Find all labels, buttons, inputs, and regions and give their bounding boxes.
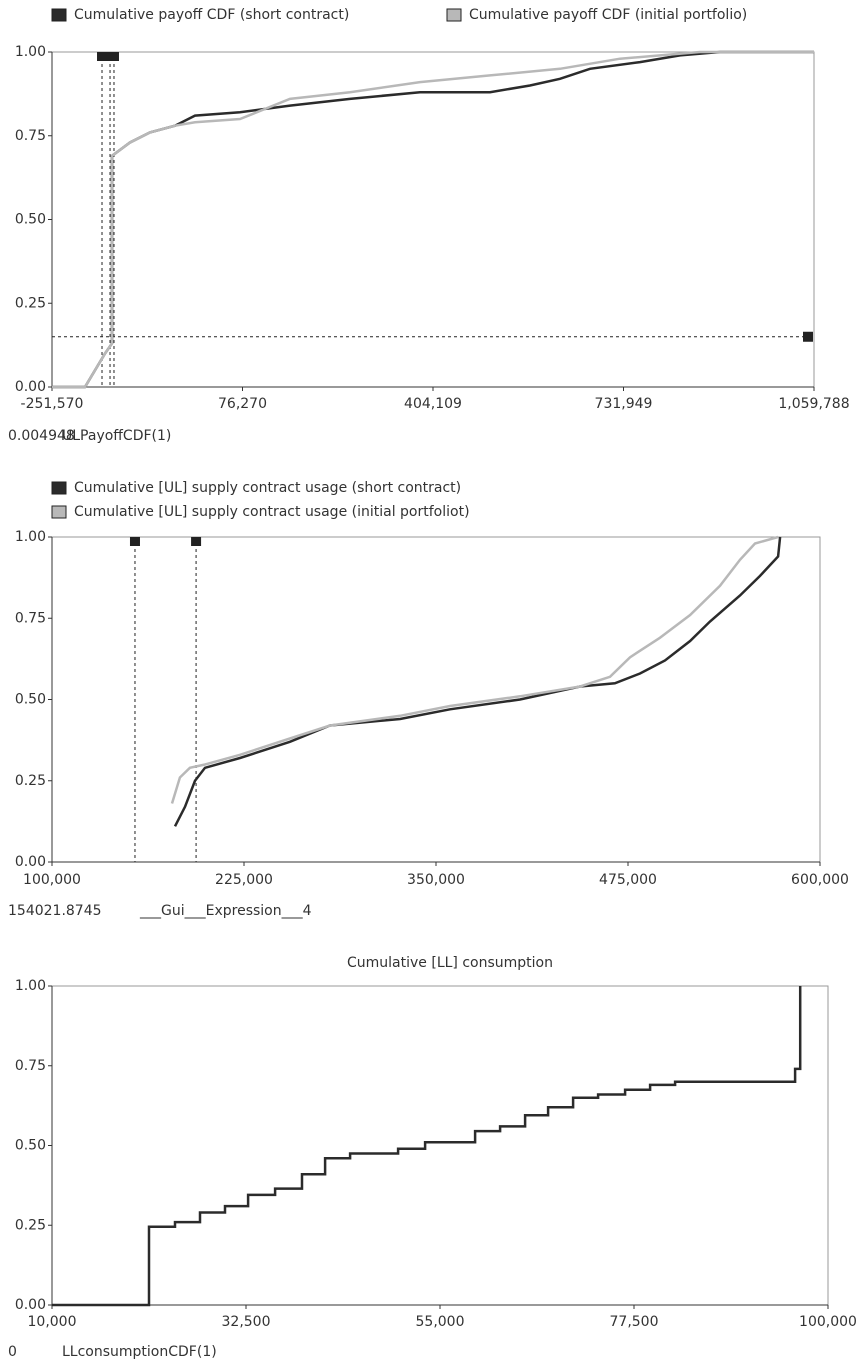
y-tick-label: 0.25 (15, 773, 46, 789)
x-tick-label: 1,059,788 (778, 396, 849, 412)
x-tick-label: 77,500 (610, 1314, 659, 1330)
readout-value: 0.004948 (8, 428, 75, 444)
legend-swatch (51, 8, 67, 22)
legend-swatch (51, 481, 67, 495)
cursor-marker (191, 537, 202, 546)
y-tick-label: 0.50 (15, 1138, 46, 1154)
chart-title: Cumulative [LL] consumption (347, 955, 553, 971)
y-tick-label: 0.75 (15, 128, 46, 144)
legend-swatch (446, 8, 462, 22)
plot-frame (51, 536, 821, 863)
cursor-marker (97, 52, 108, 61)
x-tick-label: 225,000 (215, 872, 273, 888)
y-tick-label: 0.50 (15, 692, 46, 708)
y-tick-label: 1.00 (15, 978, 46, 994)
x-tick-label: 731,949 (595, 396, 653, 412)
cursor-marker (129, 537, 140, 546)
cdf-line (173, 536, 782, 827)
legend-label: Cumulative [UL] supply contract usage (s… (74, 480, 461, 496)
legend-label: Cumulative [UL] supply contract usage (i… (74, 504, 470, 520)
x-tick-label: -251,570 (21, 396, 84, 412)
cdf-line (170, 535, 779, 804)
y-tick-label: 0.00 (15, 854, 46, 870)
y-tick-label: 1.00 (15, 529, 46, 545)
y-tick-label: 0.25 (15, 295, 46, 311)
expression-name: ULPayoffCDF(1) (62, 428, 171, 444)
expression-name: ___Gui___Expression___4 (139, 903, 312, 919)
x-tick-label: 475,000 (599, 872, 657, 888)
expression-name: LLconsumptionCDF(1) (62, 1344, 217, 1360)
readout-value: 0 (8, 1344, 17, 1360)
x-tick-label: 76,270 (218, 396, 267, 412)
legend-label: Cumulative payoff CDF (initial portfolio… (469, 7, 747, 23)
y-tick-label: 0.75 (15, 1058, 46, 1074)
cdf-line (52, 986, 802, 1307)
y-tick-label: 0.00 (15, 379, 46, 395)
readout-value: 154021.8745 (8, 903, 102, 919)
x-tick-label: 100,000 (23, 872, 81, 888)
legend-label: Cumulative payoff CDF (short contract) (74, 7, 349, 23)
x-tick-label: 404,109 (404, 396, 462, 412)
x-tick-label: 350,000 (407, 872, 465, 888)
y-tick-label: 1.00 (15, 44, 46, 60)
x-tick-label: 32,500 (222, 1314, 271, 1330)
cursor-marker (803, 331, 813, 342)
x-tick-label: 10,000 (28, 1314, 77, 1330)
y-tick-label: 0.50 (15, 212, 46, 228)
legend-swatch (51, 505, 67, 519)
y-tick-label: 0.75 (15, 610, 46, 626)
x-tick-label: 55,000 (416, 1314, 465, 1330)
y-tick-label: 0.00 (15, 1297, 46, 1313)
cdf-line (52, 50, 814, 389)
x-tick-label: 100,000 (799, 1314, 857, 1330)
y-tick-label: 0.25 (15, 1217, 46, 1233)
plot-frame (51, 985, 829, 1306)
cursor-marker (108, 52, 119, 61)
x-tick-label: 600,000 (791, 872, 849, 888)
